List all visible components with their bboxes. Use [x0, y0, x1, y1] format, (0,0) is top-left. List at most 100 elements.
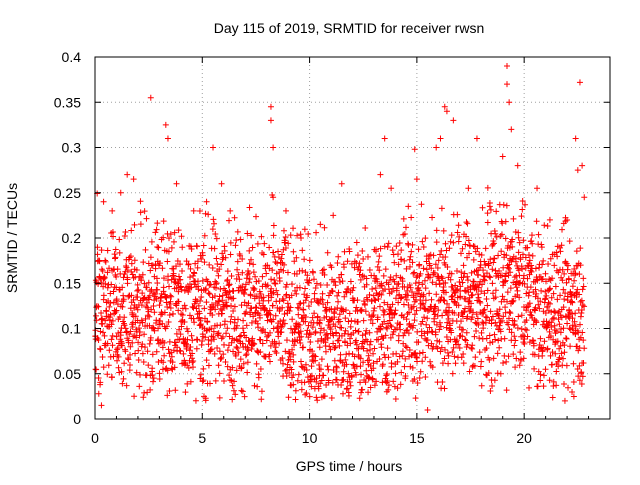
data-point	[182, 389, 189, 396]
data-point	[472, 319, 479, 326]
data-point	[514, 324, 521, 331]
y-tick-label: 0.3	[62, 140, 82, 156]
data-point	[546, 328, 553, 335]
data-point	[319, 290, 326, 297]
data-point	[106, 303, 113, 310]
data-point	[234, 228, 241, 235]
data-point	[125, 356, 132, 363]
data-point	[550, 378, 557, 385]
data-point	[547, 333, 554, 340]
data-point	[554, 338, 561, 345]
data-point	[290, 351, 297, 358]
data-point	[201, 305, 208, 312]
data-point	[195, 302, 202, 309]
data-point	[332, 282, 339, 289]
data-point	[308, 299, 315, 306]
data-point	[299, 247, 306, 254]
data-point	[188, 332, 195, 339]
data-point	[365, 352, 372, 359]
data-point	[331, 357, 338, 364]
data-point	[260, 294, 267, 301]
data-point	[460, 351, 467, 358]
data-point	[376, 267, 383, 274]
data-point	[244, 344, 251, 351]
data-point	[283, 337, 290, 344]
data-point	[315, 300, 322, 307]
data-point	[472, 248, 479, 255]
data-point	[112, 348, 119, 355]
data-point	[376, 355, 383, 362]
data-point	[342, 315, 349, 322]
data-point	[360, 298, 367, 305]
data-point	[230, 387, 237, 394]
data-point	[464, 341, 471, 348]
data-point	[524, 333, 531, 340]
data-point	[475, 321, 482, 328]
data-point	[269, 302, 276, 309]
data-point	[161, 352, 168, 359]
data-point	[182, 305, 189, 312]
data-point	[411, 311, 418, 318]
data-point	[113, 296, 120, 303]
data-point	[155, 244, 162, 251]
data-point	[391, 383, 398, 390]
data-point	[462, 295, 469, 302]
data-point	[233, 367, 240, 374]
data-point	[95, 375, 102, 382]
x-tick-label: 5	[198, 430, 206, 446]
data-point	[118, 342, 125, 349]
data-point	[530, 342, 537, 349]
data-point	[294, 232, 301, 239]
data-point	[515, 229, 522, 236]
data-point	[433, 239, 440, 246]
data-point	[470, 309, 477, 316]
data-point	[302, 361, 309, 368]
data-point	[269, 267, 276, 274]
data-point	[357, 379, 364, 386]
data-point	[391, 310, 398, 317]
data-point	[416, 261, 423, 268]
data-point	[259, 273, 266, 280]
data-point	[213, 255, 220, 262]
data-point	[410, 322, 417, 329]
data-point	[305, 279, 312, 286]
data-point	[353, 239, 360, 246]
data-point	[416, 350, 423, 357]
data-point	[540, 383, 547, 390]
data-point	[301, 379, 308, 386]
data-point	[366, 374, 373, 381]
data-point	[178, 233, 185, 240]
data-point	[160, 275, 167, 282]
data-point	[501, 335, 508, 342]
data-point	[442, 308, 449, 315]
data-point	[233, 336, 240, 343]
y-tick-label: 0	[73, 411, 81, 427]
data-point	[406, 346, 413, 353]
data-point	[534, 185, 541, 192]
data-point	[350, 284, 357, 291]
data-point	[338, 271, 345, 278]
data-point	[97, 328, 104, 335]
data-point	[263, 270, 270, 277]
data-point	[419, 281, 426, 288]
data-point	[460, 360, 467, 367]
data-point	[504, 298, 511, 305]
data-point	[199, 378, 206, 385]
data-point	[136, 325, 143, 332]
data-point	[478, 288, 485, 295]
data-point	[422, 354, 429, 361]
data-point	[489, 280, 496, 287]
data-point	[197, 371, 204, 378]
data-point	[286, 307, 293, 314]
data-point	[351, 264, 358, 271]
data-point	[429, 364, 436, 371]
data-point	[357, 307, 364, 314]
data-point	[470, 278, 477, 285]
data-point	[552, 350, 559, 357]
data-point	[244, 369, 251, 376]
data-point	[211, 336, 218, 343]
data-point	[392, 396, 399, 403]
data-point	[280, 297, 287, 304]
data-point	[468, 300, 475, 307]
data-point	[175, 307, 182, 314]
